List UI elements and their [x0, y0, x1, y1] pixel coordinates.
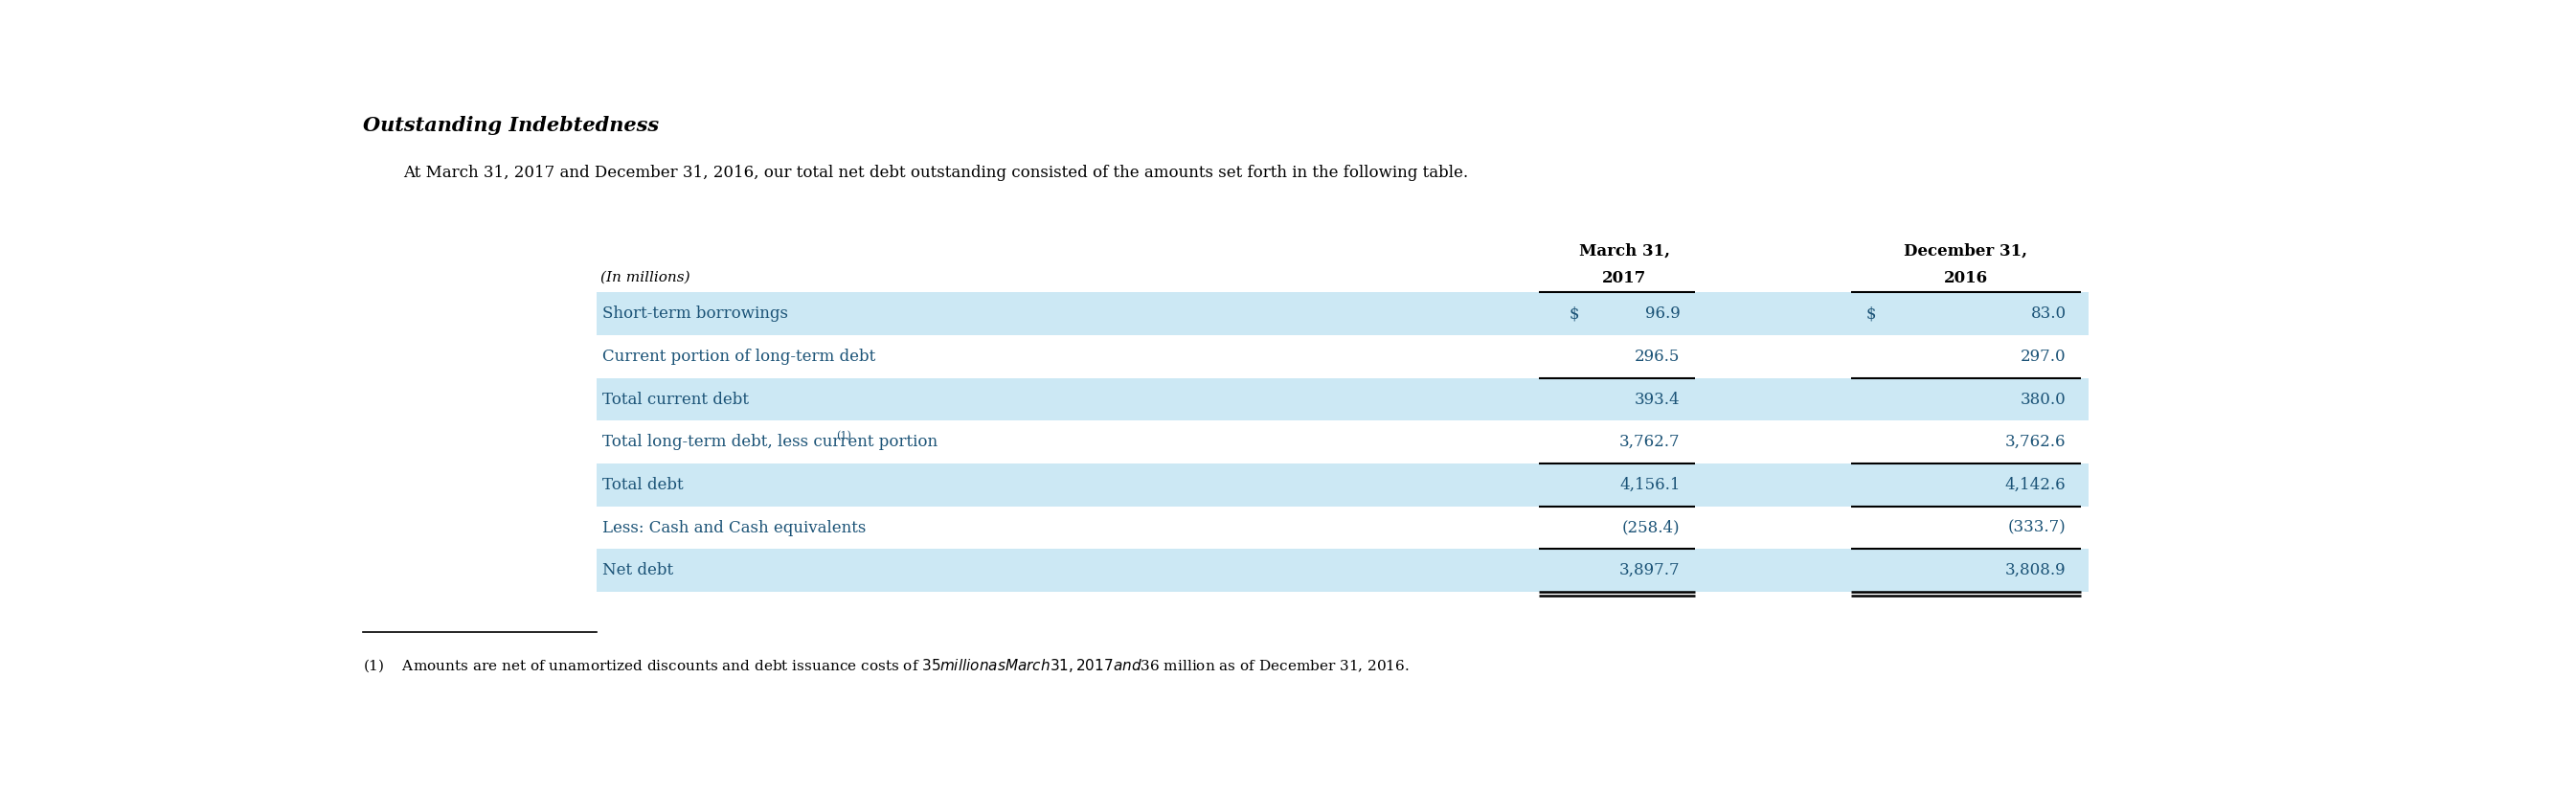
Text: Total long-term debt, less current portion: Total long-term debt, less current porti… — [603, 434, 938, 450]
Bar — [598, 378, 2089, 421]
Text: Total debt: Total debt — [603, 477, 683, 493]
Bar — [598, 293, 2089, 335]
Text: 393.4: 393.4 — [1636, 392, 1680, 407]
Text: 380.0: 380.0 — [2020, 392, 2066, 407]
Text: Less: Cash and Cash equivalents: Less: Cash and Cash equivalents — [603, 520, 866, 536]
Bar — [598, 549, 2089, 592]
Text: Total current debt: Total current debt — [603, 392, 750, 407]
Text: 297.0: 297.0 — [2020, 349, 2066, 365]
Text: $: $ — [1865, 306, 1875, 322]
Text: Net debt: Net debt — [603, 562, 672, 579]
Text: 4,142.6: 4,142.6 — [2004, 477, 2066, 493]
Text: March 31,: March 31, — [1579, 242, 1669, 259]
Text: At March 31, 2017 and December 31, 2016, our total net debt outstanding consiste: At March 31, 2017 and December 31, 2016,… — [404, 165, 1468, 181]
Text: 3,808.9: 3,808.9 — [2004, 562, 2066, 579]
Text: 2017: 2017 — [1602, 271, 1646, 286]
Text: 83.0: 83.0 — [2030, 306, 2066, 322]
Text: Current portion of long-term debt: Current portion of long-term debt — [603, 349, 876, 365]
Text: 296.5: 296.5 — [1636, 349, 1680, 365]
Text: (In millions): (In millions) — [600, 271, 690, 284]
Text: Short-term borrowings: Short-term borrowings — [603, 306, 788, 322]
Text: 2016: 2016 — [1945, 271, 1989, 286]
Text: (1)    Amounts are net of unamortized discounts and debt issuance costs of $35 m: (1) Amounts are net of unamortized disco… — [363, 657, 1409, 674]
Text: (1): (1) — [837, 430, 853, 441]
Text: 3,897.7: 3,897.7 — [1620, 562, 1680, 579]
Text: December 31,: December 31, — [1904, 242, 2027, 259]
Text: 3,762.7: 3,762.7 — [1620, 434, 1680, 450]
Text: 96.9: 96.9 — [1646, 306, 1680, 322]
Text: 3,762.6: 3,762.6 — [2004, 434, 2066, 450]
Bar — [598, 464, 2089, 506]
Text: 4,156.1: 4,156.1 — [1620, 477, 1680, 493]
Text: Outstanding Indebtedness: Outstanding Indebtedness — [363, 115, 659, 134]
Text: (333.7): (333.7) — [2007, 520, 2066, 536]
Text: $: $ — [1569, 306, 1579, 322]
Text: (258.4): (258.4) — [1623, 520, 1680, 536]
